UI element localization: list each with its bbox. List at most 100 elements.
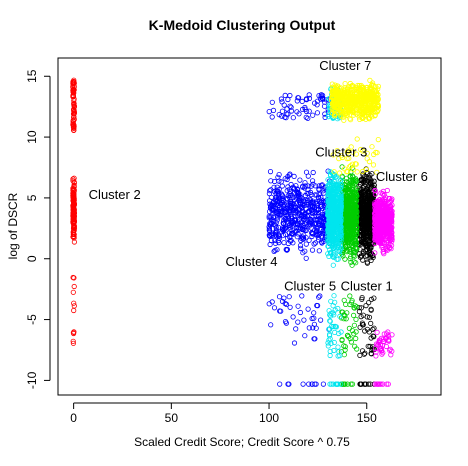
scatter-point — [331, 339, 337, 346]
scatter-point — [359, 296, 365, 302]
scatter-point — [292, 218, 299, 224]
scatter-point — [293, 207, 299, 213]
scatter-point — [271, 305, 278, 311]
x-axis-label: Scaled Credit Score; Credit Score ^ 0.75 — [134, 435, 350, 449]
scatter-point — [298, 201, 304, 207]
scatter-point — [306, 95, 313, 102]
scatter-point — [341, 352, 347, 358]
scatter-point — [279, 205, 285, 211]
scatter-point — [340, 309, 346, 315]
scatter-point — [357, 381, 363, 387]
scatter-point — [266, 213, 272, 219]
scatter-point — [354, 136, 360, 142]
scatter-point — [309, 204, 316, 210]
scatter-point — [311, 310, 317, 316]
scatter-point — [332, 324, 339, 330]
scatter-point — [350, 84, 356, 90]
scatter-point — [282, 207, 288, 213]
scatter-point — [325, 251, 331, 257]
y-tick-label: 0 — [25, 255, 39, 262]
scatter-point — [309, 233, 315, 240]
scatter-point — [364, 247, 370, 253]
scatter-point — [311, 241, 317, 247]
scatter-point — [375, 381, 381, 387]
scatter-point — [369, 144, 375, 150]
scatter-point — [326, 326, 332, 332]
scatter-point — [286, 186, 292, 192]
scatter-point — [343, 169, 350, 175]
scatter-point — [381, 192, 387, 199]
scatter-point — [289, 201, 295, 207]
scatter-point — [268, 322, 274, 328]
scatter-point — [304, 199, 310, 205]
scatter-point — [266, 215, 272, 221]
scatter-point — [268, 178, 274, 184]
scatter-point — [379, 342, 386, 348]
scatter-point — [330, 200, 336, 207]
scatter-point — [329, 217, 335, 223]
scatter-point — [291, 340, 298, 346]
scatter-point — [314, 98, 321, 104]
scatter-point — [354, 231, 360, 237]
scatter-point — [342, 256, 348, 262]
scatter-point — [309, 209, 316, 215]
scatter-point — [303, 114, 309, 120]
scatter-point — [294, 186, 300, 192]
scatter-point — [267, 188, 273, 194]
scatter-point — [279, 113, 285, 119]
scatter-point — [384, 381, 390, 387]
scatter-point — [289, 220, 295, 226]
scatter-point — [352, 197, 358, 204]
cluster-annotation: Cluster 5 — [284, 278, 336, 293]
scatter-point — [342, 85, 348, 91]
scatter-point — [71, 206, 77, 212]
scatter-point — [330, 310, 336, 316]
scatter-point — [349, 100, 356, 106]
scatter-point — [317, 317, 324, 323]
scatter-point — [270, 200, 276, 206]
scatter-point — [335, 218, 341, 224]
scatter-point — [281, 240, 287, 246]
scatter-point — [301, 216, 307, 222]
scatter-point — [347, 293, 353, 299]
scatter-point — [306, 108, 312, 114]
scatter-point — [309, 381, 315, 387]
scatter-point — [283, 232, 289, 238]
scatter-point — [282, 92, 288, 99]
scatter-point — [295, 319, 301, 325]
scatter-point — [332, 111, 338, 117]
scatter-point — [330, 262, 336, 268]
scatter-point — [325, 114, 331, 120]
scatter-point — [348, 259, 354, 265]
scatter-point — [367, 204, 373, 210]
scatter-point — [360, 92, 366, 98]
scatter-point — [317, 216, 324, 222]
scatter-point — [328, 237, 334, 243]
scatter-point — [373, 90, 380, 96]
scatter-point — [371, 333, 377, 340]
annotation-layer: Cluster 7 Cluster 3 Cluster 6 Cluster 2 Clus… — [89, 58, 428, 293]
scatter-point — [70, 111, 77, 117]
scatter-point — [319, 182, 325, 188]
scatter-point — [364, 150, 370, 156]
scatter-point — [368, 320, 374, 326]
scatter-point — [269, 202, 275, 208]
scatter-point — [338, 208, 344, 214]
scatter-point — [287, 304, 293, 310]
scatter-point — [269, 299, 275, 305]
scatter-point — [306, 237, 312, 243]
scatter-point — [371, 295, 377, 301]
scatter-point — [290, 314, 296, 320]
scatter-point — [281, 226, 287, 232]
scatter-point — [337, 203, 343, 209]
scatter-point — [360, 312, 366, 318]
scatter-point — [325, 197, 331, 203]
scatter-point — [318, 197, 325, 203]
scatter-point — [273, 188, 279, 194]
scatter-point — [385, 381, 391, 387]
scatter-point — [334, 256, 340, 262]
scatter-point — [349, 179, 355, 185]
scatter-point — [281, 102, 287, 108]
scatter-point — [70, 340, 77, 346]
scatter-point — [347, 249, 353, 255]
